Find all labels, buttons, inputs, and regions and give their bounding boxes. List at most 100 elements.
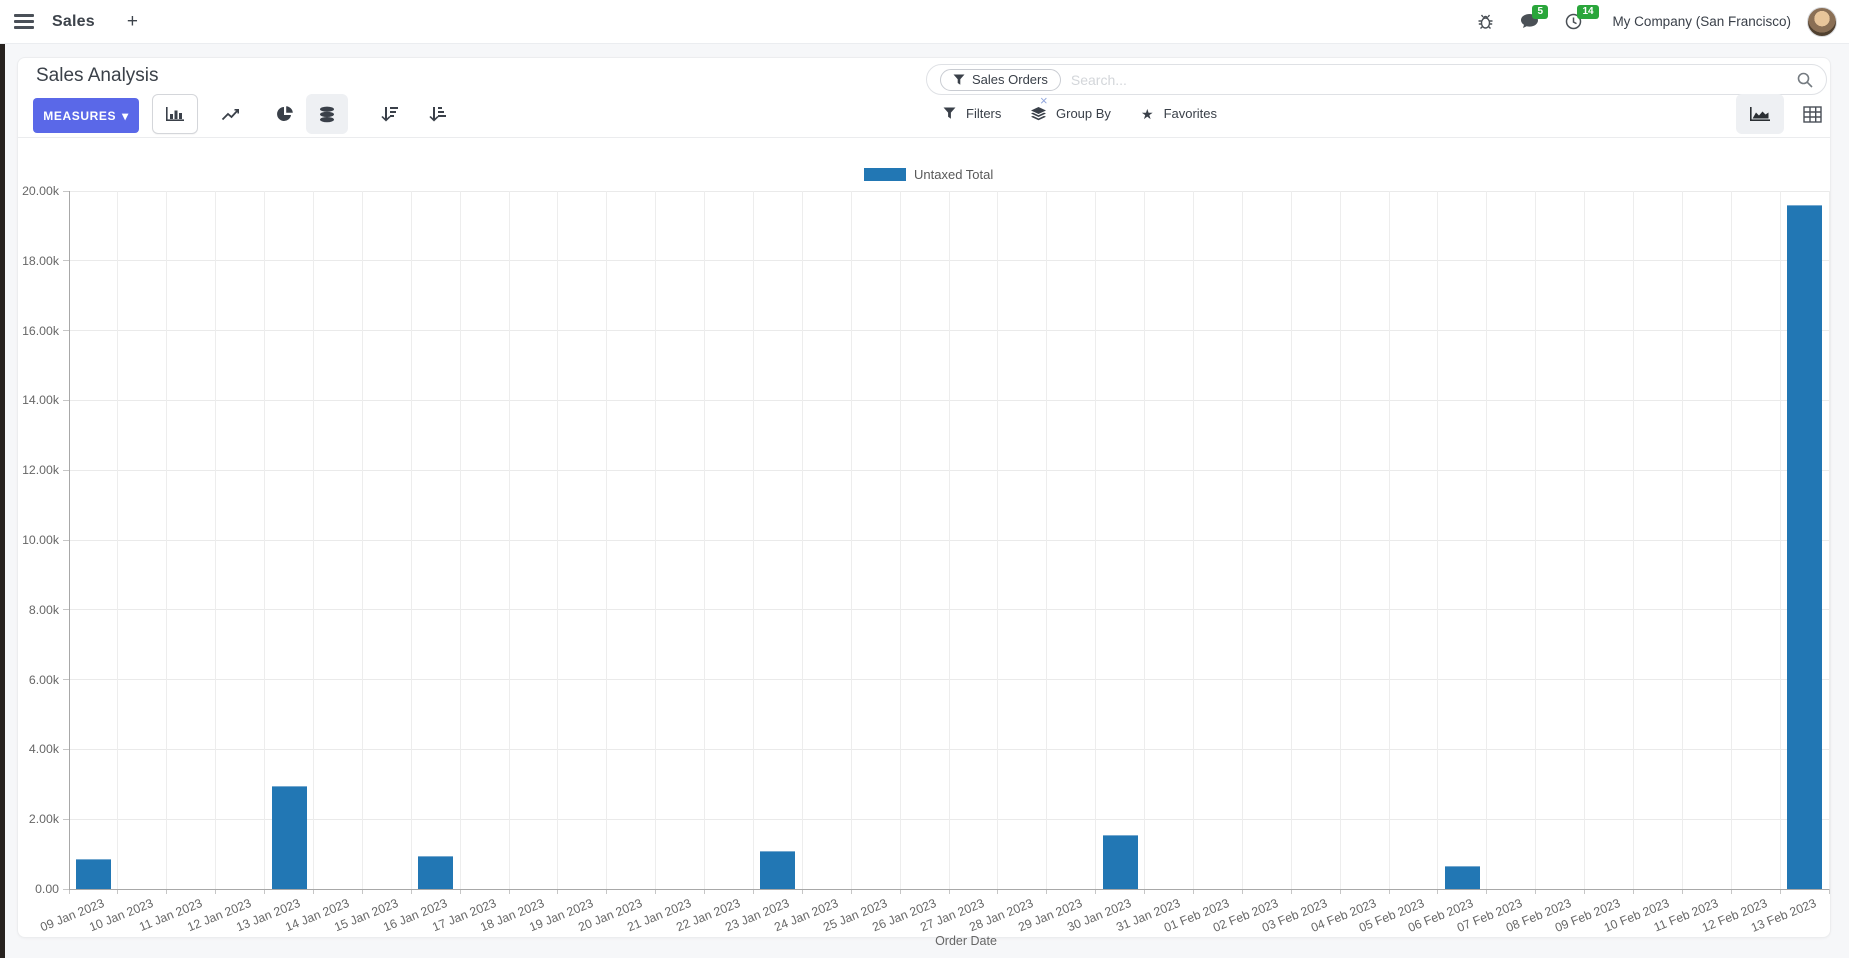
x-gridline bbox=[508, 191, 510, 889]
app-name[interactable]: Sales bbox=[52, 12, 95, 30]
x-tick bbox=[1388, 889, 1390, 894]
x-tick bbox=[704, 889, 706, 894]
company-switcher[interactable]: My Company (San Francisco) bbox=[1612, 14, 1791, 29]
bar-13-Feb-2023[interactable] bbox=[1787, 204, 1823, 889]
x-gridline bbox=[557, 191, 559, 889]
chat-icon[interactable]: 5 bbox=[1520, 5, 1548, 30]
x-gridline bbox=[410, 191, 412, 889]
x-tick bbox=[1486, 889, 1488, 894]
x-gridline bbox=[1144, 191, 1146, 889]
x-gridline bbox=[1339, 191, 1341, 889]
x-tick bbox=[1095, 889, 1097, 894]
x-tick bbox=[1584, 889, 1586, 894]
x-tick bbox=[264, 889, 266, 894]
favorites-button[interactable]: ★ Favorites bbox=[1141, 106, 1217, 121]
x-gridline bbox=[606, 191, 608, 889]
bar-30-Jan-2023[interactable] bbox=[1102, 834, 1138, 889]
y-tick bbox=[63, 539, 69, 541]
x-gridline bbox=[264, 191, 266, 889]
y-tick bbox=[63, 888, 69, 890]
x-gridline bbox=[1779, 191, 1781, 889]
star-icon: ★ bbox=[1141, 105, 1154, 122]
x-tick bbox=[850, 889, 852, 894]
group-by-button[interactable]: Group By bbox=[1031, 106, 1111, 121]
y-tick-label: 0.00 bbox=[35, 882, 59, 896]
sort-ascending-icon[interactable] bbox=[414, 94, 460, 134]
user-avatar[interactable] bbox=[1807, 6, 1837, 37]
bar-09-Jan-2023[interactable] bbox=[75, 859, 111, 889]
y-tick-label: 18.00k bbox=[22, 253, 59, 268]
x-gridline bbox=[1632, 191, 1634, 889]
x-tick bbox=[1535, 889, 1537, 894]
x-gridline bbox=[1437, 191, 1439, 889]
layers-icon bbox=[1031, 106, 1046, 120]
x-tick bbox=[1290, 889, 1292, 894]
y-tick-label: 4.00k bbox=[28, 742, 59, 757]
bar-23-Jan-2023[interactable] bbox=[760, 850, 796, 889]
x-tick bbox=[899, 889, 901, 894]
x-gridline bbox=[1681, 191, 1683, 889]
facet-label: Sales Orders bbox=[972, 72, 1048, 87]
filters-button[interactable]: Filters bbox=[943, 106, 1001, 121]
search-input[interactable] bbox=[1070, 71, 1797, 88]
measures-button[interactable]: MEASURES ▾ bbox=[33, 98, 139, 133]
y-tick-label: 14.00k bbox=[22, 393, 59, 408]
stacked-icon[interactable] bbox=[306, 94, 348, 134]
x-gridline bbox=[899, 191, 901, 889]
search-facet-sales-orders[interactable]: Sales Orders × bbox=[940, 68, 1061, 108]
y-tick-label: 16.00k bbox=[22, 323, 59, 338]
x-gridline bbox=[997, 191, 999, 889]
pivot-view-icon[interactable] bbox=[1788, 94, 1836, 134]
filter-facet-icon bbox=[953, 74, 965, 85]
x-gridline bbox=[361, 191, 363, 889]
bar-chart-icon[interactable] bbox=[152, 94, 198, 134]
bug-icon[interactable] bbox=[1477, 13, 1494, 30]
x-gridline bbox=[1535, 191, 1537, 889]
x-tick bbox=[312, 889, 314, 894]
bar-13-Jan-2023[interactable] bbox=[271, 786, 307, 889]
x-gridline bbox=[850, 191, 852, 889]
clock-icon[interactable]: 14 bbox=[1565, 5, 1599, 30]
area-chart-view-icon[interactable] bbox=[1736, 94, 1784, 134]
y-tick-label: 12.00k bbox=[22, 463, 59, 478]
x-tick bbox=[1681, 889, 1683, 894]
pie-chart-icon[interactable] bbox=[262, 94, 308, 134]
x-gridline bbox=[801, 191, 803, 889]
new-tab-button[interactable]: + bbox=[126, 10, 138, 32]
x-tick bbox=[1632, 889, 1634, 894]
search-bar: Sales Orders × bbox=[926, 64, 1827, 108]
x-tick bbox=[801, 889, 803, 894]
bar-16-Jan-2023[interactable] bbox=[418, 855, 454, 889]
x-tick bbox=[410, 889, 412, 894]
x-gridline bbox=[1584, 191, 1586, 889]
y-tick bbox=[63, 469, 69, 471]
x-gridline bbox=[1192, 191, 1194, 889]
sort-descending-icon[interactable] bbox=[366, 94, 412, 134]
x-tick bbox=[1828, 889, 1830, 894]
chart-legend[interactable]: Untaxed Total bbox=[864, 167, 993, 182]
search-icon[interactable] bbox=[1797, 72, 1813, 88]
y-tick-label: 8.00k bbox=[28, 602, 59, 617]
x-tick bbox=[948, 889, 950, 894]
x-tick bbox=[508, 889, 510, 894]
x-tick bbox=[1046, 889, 1048, 894]
chevron-down-icon: ▾ bbox=[122, 108, 129, 123]
control-panel: Sales Analysis MEASURES ▾ bbox=[18, 58, 1830, 138]
x-tick bbox=[215, 889, 217, 894]
x-tick bbox=[1779, 889, 1781, 894]
x-gridline bbox=[312, 191, 314, 889]
legend-label: Untaxed Total bbox=[914, 167, 994, 182]
bar-06-Feb-2023[interactable] bbox=[1444, 866, 1480, 889]
menu-icon[interactable] bbox=[14, 14, 34, 29]
x-tick bbox=[1730, 889, 1732, 894]
y-tick bbox=[63, 818, 69, 820]
x-gridline bbox=[655, 191, 657, 889]
y-tick bbox=[63, 260, 69, 262]
line-chart-icon[interactable] bbox=[208, 94, 254, 134]
y-tick-label: 6.00k bbox=[28, 672, 59, 687]
filter-icon bbox=[943, 107, 956, 119]
x-tick bbox=[459, 889, 461, 894]
favorites-label: Favorites bbox=[1163, 106, 1218, 121]
facet-remove-button[interactable]: × bbox=[1040, 92, 1048, 108]
page-title: Sales Analysis bbox=[36, 65, 159, 86]
